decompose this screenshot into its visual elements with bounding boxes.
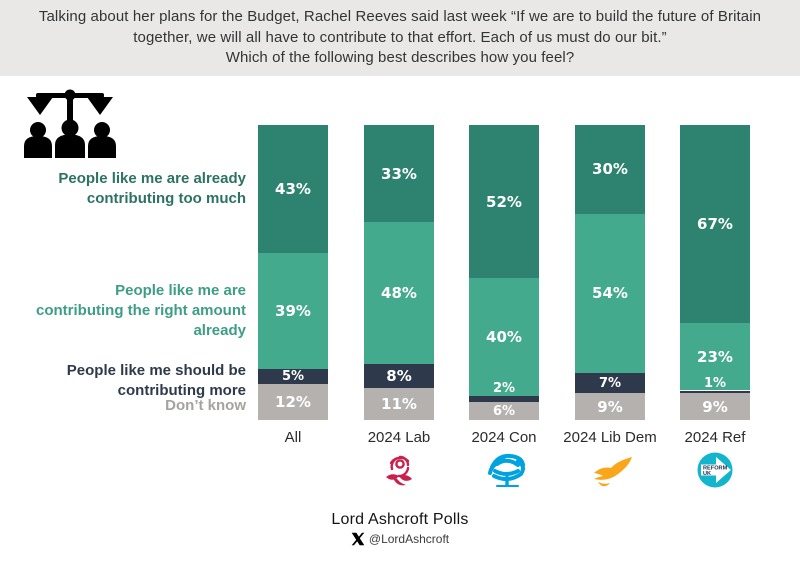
bar-2024-ref: 67% 23% 1% 9% <box>680 125 750 420</box>
bar-segment <box>364 222 434 364</box>
segment-value-label: 6% <box>492 403 516 419</box>
segment-value-label: 7% <box>598 375 622 391</box>
legend-label: Don’t know <box>0 396 246 416</box>
scales-and-people-icon <box>14 86 126 163</box>
segment-value-label: 11% <box>381 394 417 413</box>
brand-title: Lord Ashcroft Polls <box>331 511 469 528</box>
conservative-tree-icon <box>482 449 526 493</box>
legend-label-line: already <box>193 322 246 339</box>
legend-label: People like me should be contributing mor… <box>0 361 246 401</box>
bar-segment <box>258 253 328 370</box>
question-line-2: together, we will all have to contribute… <box>133 28 667 46</box>
legend-label-line: People like me should be <box>66 362 246 379</box>
segment-value-label: 9% <box>597 397 623 416</box>
bar-segment <box>469 396 539 403</box>
bar-segment <box>680 125 750 323</box>
bar-segment <box>258 125 328 254</box>
category-label: 2024 Ref <box>684 429 746 446</box>
segment-value-label: 52% <box>486 192 522 211</box>
segment-value-label: 8% <box>386 366 412 385</box>
handle-text: @LordAshcroft <box>368 532 450 546</box>
question-header: Talking about her plans for the Budget, … <box>0 0 800 76</box>
legend-label-line: People like me are already <box>58 170 246 187</box>
bar-segment <box>575 393 645 420</box>
x-logo-icon <box>351 532 365 546</box>
segment-value-label: 40% <box>486 328 522 347</box>
bar-segment <box>258 384 328 420</box>
svg-text:UK: UK <box>703 471 711 477</box>
segment-value-label: 2% <box>492 381 516 397</box>
category-label: 2024 Lab <box>367 429 431 446</box>
bar-segment <box>469 402 539 420</box>
question-line-1: Talking about her plans for the Budget, … <box>38 8 762 26</box>
question-line-3: Which of the following best describes ho… <box>225 49 575 67</box>
segment-value-label: 43% <box>275 180 311 199</box>
segment-value-label: 12% <box>275 393 311 412</box>
segment-value-label: 9% <box>702 397 728 416</box>
segment-value-label: 1% <box>703 375 727 391</box>
segment-value-label: 48% <box>381 284 417 303</box>
bar-segment <box>469 125 539 279</box>
labour-rose-icon <box>377 449 421 493</box>
legend-label-line: contributing more <box>117 382 246 399</box>
bar-segment <box>575 125 645 214</box>
reform-uk-icon: REFORM UK <box>693 449 737 493</box>
bar-2024-lib-dem: 30% 54% 7% 9% <box>575 125 645 420</box>
segment-value-label: 23% <box>697 347 733 366</box>
category-label: All <box>284 429 302 446</box>
bar-segment <box>680 390 750 394</box>
bar-segment <box>680 322 750 391</box>
bar-2024-con: 52% 40% 2% 6% <box>469 125 539 420</box>
libdem-bird-icon <box>588 449 632 493</box>
legend-label-line: contributing the right amount <box>36 302 246 319</box>
svg-text:REFORM: REFORM <box>703 466 728 472</box>
legend-label-line: contributing too much <box>86 190 246 207</box>
bar-segment <box>680 393 750 420</box>
segment-value-label: 67% <box>697 214 733 233</box>
legend-label-line: Don’t know <box>165 397 246 414</box>
bar-segment <box>575 213 645 373</box>
segment-value-label: 33% <box>381 164 417 183</box>
legend-label: People like me are contributing the right… <box>0 281 246 341</box>
category-label: 2024 Lib Dem <box>563 429 657 446</box>
bar-segment <box>364 387 434 420</box>
bar-segment <box>258 369 328 385</box>
bar-all: 43% 39% 5% 12% <box>258 125 328 420</box>
segment-value-label: 39% <box>275 302 311 321</box>
segment-value-label: 5% <box>281 369 305 385</box>
legend-label: People like me are already contributing t… <box>0 169 246 209</box>
bar-segment <box>364 363 434 388</box>
bar-segment <box>469 278 539 397</box>
social-handle: @LordAshcroft <box>0 532 800 546</box>
bar-segment <box>575 372 645 394</box>
bar-segment <box>364 125 434 223</box>
category-label: 2024 Con <box>471 429 537 446</box>
legend-label-line: People like me are <box>115 282 246 299</box>
bar-2024-lab: 33% 48% 8% 11% <box>364 125 434 420</box>
segment-value-label: 54% <box>592 284 628 303</box>
segment-value-label: 30% <box>592 160 628 179</box>
